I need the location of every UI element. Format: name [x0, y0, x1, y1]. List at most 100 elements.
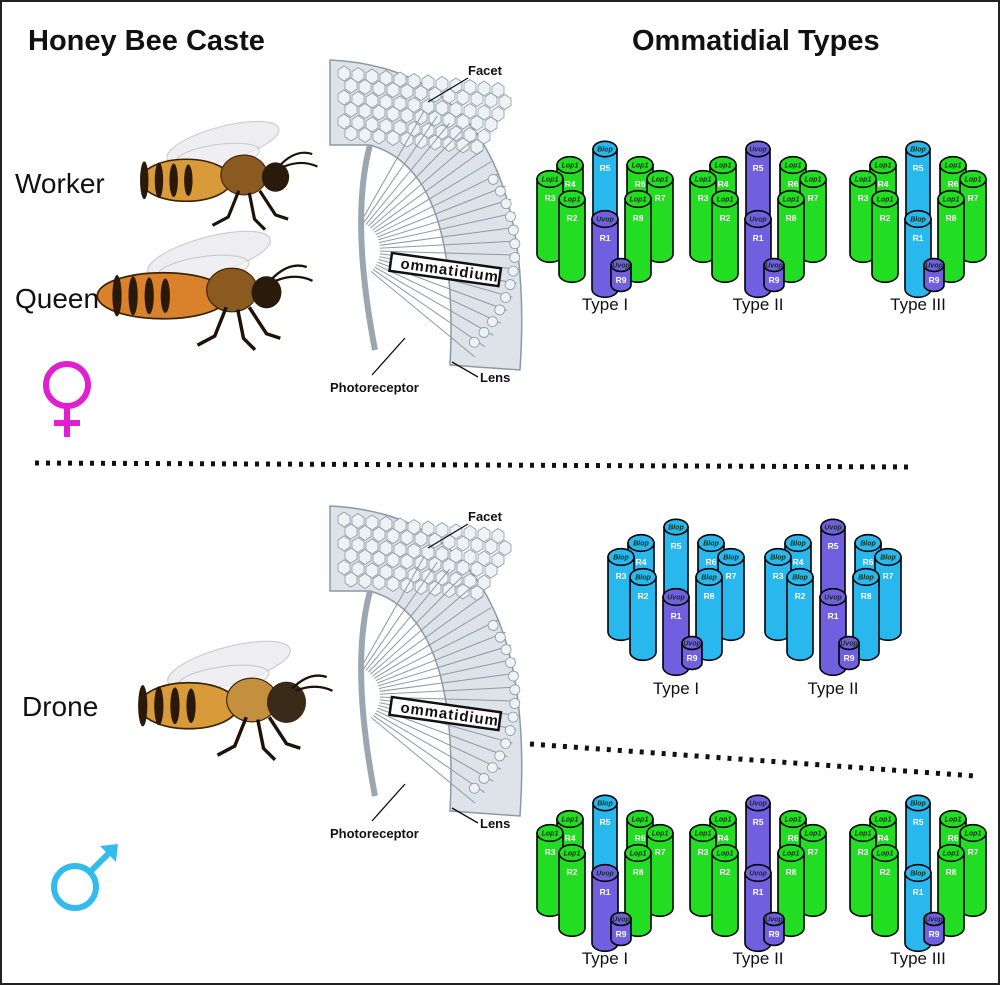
svg-text:Uvop: Uvop	[683, 641, 701, 648]
photoreceptor-r7: Blop R7	[717, 547, 745, 642]
photoreceptor-r8: Lop1 R8	[624, 843, 652, 938]
svg-text:R4: R4	[793, 557, 804, 567]
svg-text:R5: R5	[753, 163, 764, 173]
type-label: Type II	[732, 295, 783, 314]
svg-text:Lop1: Lop1	[943, 851, 960, 858]
photoreceptor-r8: Lop1 R8	[937, 189, 965, 284]
svg-text:Blop: Blop	[633, 541, 649, 548]
svg-text:Blop: Blop	[597, 801, 613, 808]
svg-text:R5: R5	[600, 817, 611, 827]
svg-text:Blop: Blop	[770, 555, 786, 562]
svg-text:R2: R2	[720, 213, 731, 223]
photoreceptor-r9: Uvop	[763, 257, 785, 293]
svg-text:Lop1: Lop1	[877, 851, 894, 858]
facet-label: Facet	[468, 63, 503, 78]
svg-text:R6: R6	[788, 179, 799, 189]
svg-text:R1: R1	[913, 887, 924, 897]
ommatidium-female-type3: Lop1R4Lop1R6BlopR5Lop1R3Lop1R7Lop1R2Lop1…	[849, 140, 987, 314]
svg-text:Uvop: Uvop	[840, 641, 858, 648]
section-divider	[34, 460, 916, 470]
type-label: Type I	[653, 679, 699, 698]
svg-text:Lop1: Lop1	[875, 817, 892, 824]
caste-heading: Honey Bee Caste	[28, 25, 265, 57]
svg-text:Lop1: Lop1	[943, 197, 960, 204]
photoreceptor-r3: Blop R3	[764, 547, 792, 642]
svg-text:R2: R2	[638, 591, 649, 601]
svg-text:Blop: Blop	[613, 555, 629, 562]
queen-bee-image	[96, 230, 313, 352]
svg-text:R3: R3	[858, 847, 869, 857]
svg-text:R2: R2	[880, 867, 891, 877]
svg-text:R2: R2	[795, 591, 806, 601]
photoreceptor-r2: Blop R2	[786, 567, 814, 662]
svg-text:R5: R5	[828, 541, 839, 551]
svg-text:Lop1: Lop1	[877, 197, 894, 204]
svg-text:R7: R7	[968, 847, 979, 857]
svg-text:R4: R4	[636, 557, 647, 567]
svg-text:R5: R5	[671, 541, 682, 551]
ommatidium-drone-ventral-type3: Lop1R4Lop1R6BlopR5Lop1R3Lop1R7Lop1R2Lop1…	[849, 794, 987, 968]
svg-text:Blop: Blop	[880, 555, 896, 562]
caste-label-drone: Drone	[22, 691, 98, 722]
type-label: Type I	[582, 949, 628, 968]
svg-text:R8: R8	[946, 213, 957, 223]
compound-eye-diagram-female	[329, 59, 523, 371]
type-label: Type II	[732, 949, 783, 968]
svg-text:R6: R6	[706, 557, 717, 567]
drone-region-divider	[529, 741, 976, 779]
svg-text:R8: R8	[633, 867, 644, 877]
svg-text:R8: R8	[704, 591, 715, 601]
svg-text:Lop1: Lop1	[562, 163, 579, 170]
svg-text:R2: R2	[880, 213, 891, 223]
types-heading: Ommatidial Types	[632, 25, 880, 57]
ommatidium-female-type2: Lop1R4Lop1R6UvopR5Lop1R3Lop1R7Lop1R2Lop1…	[689, 140, 827, 314]
svg-text:Uvop: Uvop	[749, 801, 767, 808]
svg-text:Lop1: Lop1	[785, 817, 802, 824]
svg-text:R7: R7	[808, 193, 819, 203]
svg-text:Lop1: Lop1	[855, 831, 872, 838]
svg-text:R6: R6	[863, 557, 874, 567]
svg-text:R6: R6	[948, 833, 959, 843]
svg-text:Lop1: Lop1	[652, 831, 669, 838]
photoreceptor-label: Photoreceptor	[330, 826, 419, 841]
drone-bee-image	[138, 640, 333, 762]
svg-text:R4: R4	[718, 833, 729, 843]
photoreceptor-label: Photoreceptor	[330, 380, 419, 395]
photoreceptor-r7: Lop1 R7	[646, 823, 674, 918]
svg-text:Lop1: Lop1	[564, 197, 581, 204]
svg-text:R5: R5	[913, 817, 924, 827]
svg-text:R3: R3	[616, 571, 627, 581]
male-symbol-icon	[51, 844, 118, 911]
photoreceptor-r8: Blop R8	[695, 567, 723, 662]
svg-text:R3: R3	[698, 847, 709, 857]
photoreceptor-r9-label: R9	[616, 275, 627, 285]
svg-text:Lop1: Lop1	[695, 177, 712, 184]
caste-label-queen: Queen	[15, 283, 99, 314]
svg-text:Uvop: Uvop	[749, 871, 767, 878]
photoreceptor-r9-label: R9	[769, 275, 780, 285]
svg-text:R4: R4	[565, 179, 576, 189]
svg-text:Uvop: Uvop	[749, 217, 767, 224]
svg-text:Lop1: Lop1	[562, 817, 579, 824]
svg-text:R3: R3	[858, 193, 869, 203]
photoreceptor-r8: Blop R8	[852, 567, 880, 662]
svg-text:Blop: Blop	[860, 541, 876, 548]
type-label: Type III	[890, 295, 946, 314]
svg-text:Lop1: Lop1	[945, 817, 962, 824]
caste-label-worker: Worker	[15, 168, 105, 199]
svg-text:Uvop: Uvop	[749, 147, 767, 154]
svg-text:Lop1: Lop1	[717, 851, 734, 858]
photoreceptor-r9-label: R9	[769, 929, 780, 939]
photoreceptor-r9-label: R9	[616, 929, 627, 939]
svg-text:Lop1: Lop1	[855, 177, 872, 184]
worker-bee-image	[140, 120, 318, 231]
ommatidium-drone-ventral-type2: Lop1R4Lop1R6UvopR5Lop1R3Lop1R7Lop1R2Lop1…	[689, 794, 827, 968]
photoreceptor-r9: Uvop	[838, 635, 860, 671]
svg-text:R4: R4	[878, 179, 889, 189]
type-label: Type I	[582, 295, 628, 314]
photoreceptor-r9: Uvop	[763, 911, 785, 947]
svg-text:Lop1: Lop1	[875, 163, 892, 170]
photoreceptor-r3: Blop R3	[607, 547, 635, 642]
svg-text:Lop1: Lop1	[630, 851, 647, 858]
